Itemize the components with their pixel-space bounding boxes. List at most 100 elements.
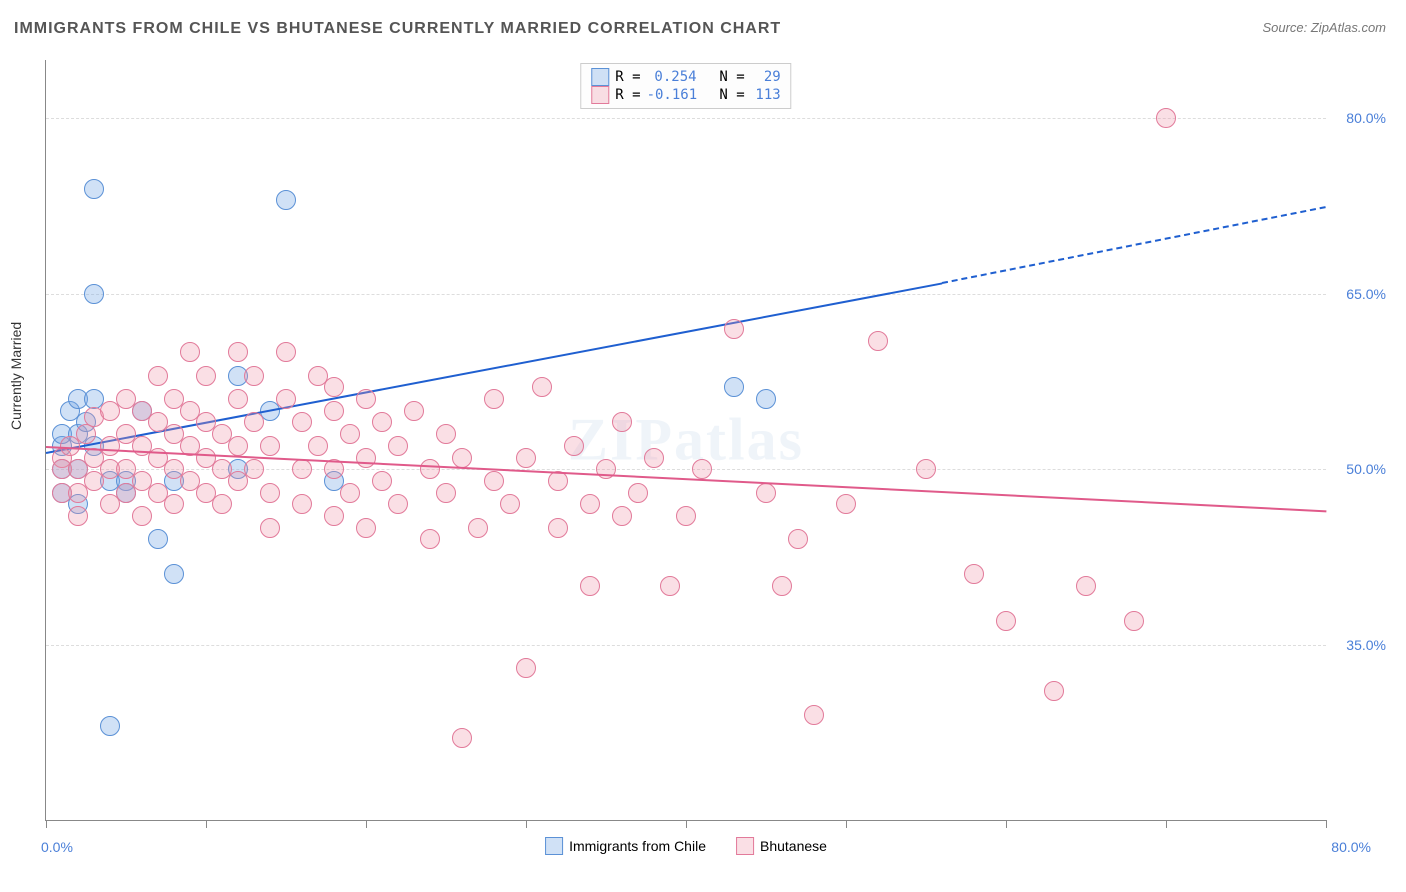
data-point <box>388 436 408 456</box>
data-point <box>564 436 584 456</box>
x-tick <box>206 820 207 828</box>
data-point <box>276 190 296 210</box>
data-point <box>340 483 360 503</box>
x-tick <box>366 820 367 828</box>
x-tick-end: 80.0% <box>1331 839 1371 855</box>
gridline <box>46 118 1326 119</box>
data-point <box>964 564 984 584</box>
data-point <box>244 459 264 479</box>
x-tick <box>46 820 47 828</box>
data-point <box>244 366 264 386</box>
data-point <box>100 716 120 736</box>
legend-item-chile: Immigrants from Chile <box>545 837 706 855</box>
y-tick-label: 50.0% <box>1346 461 1386 477</box>
legend-label-chile: Immigrants from Chile <box>569 838 706 854</box>
legend-r-label: R = <box>615 87 640 103</box>
source-label: Source: ZipAtlas.com <box>1262 20 1386 35</box>
data-point <box>516 448 536 468</box>
x-tick <box>846 820 847 828</box>
legend-item-bhutanese: Bhutanese <box>736 837 827 855</box>
data-point <box>260 518 280 538</box>
x-tick <box>1166 820 1167 828</box>
y-tick-label: 65.0% <box>1346 286 1386 302</box>
data-point <box>132 506 152 526</box>
data-point <box>468 518 488 538</box>
legend-n-value-chile: 29 <box>751 69 781 85</box>
data-point <box>324 377 344 397</box>
legend-n-label: N = <box>703 87 745 103</box>
legend-swatch-chile-icon <box>545 837 563 855</box>
data-point <box>372 471 392 491</box>
data-point <box>660 576 680 596</box>
data-point <box>804 705 824 725</box>
data-point <box>76 424 96 444</box>
legend-swatch-bhutanese <box>591 86 609 104</box>
x-tick <box>686 820 687 828</box>
data-point <box>1156 108 1176 128</box>
data-point <box>580 494 600 514</box>
legend-series: Immigrants from Chile Bhutanese <box>545 837 827 855</box>
data-point <box>324 401 344 421</box>
data-point <box>84 179 104 199</box>
data-point <box>628 483 648 503</box>
data-point <box>324 506 344 526</box>
data-point <box>84 284 104 304</box>
legend-stats: R = 0.254 N = 29 R = -0.161 N = 113 <box>580 63 791 109</box>
y-tick-label: 80.0% <box>1346 110 1386 126</box>
data-point <box>292 412 312 432</box>
data-point <box>1044 681 1064 701</box>
data-point <box>676 506 696 526</box>
legend-label-bhutanese: Bhutanese <box>760 838 827 854</box>
data-point <box>756 483 776 503</box>
data-point <box>868 331 888 351</box>
data-point <box>484 471 504 491</box>
data-point <box>260 436 280 456</box>
x-tick <box>1326 820 1327 828</box>
legend-swatch-bhutanese-icon <box>736 837 754 855</box>
legend-r-value-bhutanese: -0.161 <box>647 87 697 103</box>
data-point <box>612 412 632 432</box>
data-point <box>292 494 312 514</box>
data-point <box>68 506 88 526</box>
x-tick <box>526 820 527 828</box>
y-axis-label: Currently Married <box>8 322 24 430</box>
data-point <box>1076 576 1096 596</box>
data-point <box>228 389 248 409</box>
data-point <box>148 529 168 549</box>
data-point <box>996 611 1016 631</box>
data-point <box>212 494 232 514</box>
legend-swatch-chile <box>591 68 609 86</box>
data-point <box>356 448 376 468</box>
data-point <box>340 424 360 444</box>
data-point <box>356 389 376 409</box>
legend-n-value-bhutanese: 113 <box>751 87 781 103</box>
chart-container: IMMIGRANTS FROM CHILE VS BHUTANESE CURRE… <box>0 0 1406 892</box>
data-point <box>372 412 392 432</box>
data-point <box>164 564 184 584</box>
data-point <box>404 401 424 421</box>
data-point <box>772 576 792 596</box>
data-point <box>276 389 296 409</box>
data-point <box>292 459 312 479</box>
data-point <box>436 424 456 444</box>
data-point <box>788 529 808 549</box>
data-point <box>500 494 520 514</box>
data-point <box>420 529 440 549</box>
data-point <box>612 506 632 526</box>
x-tick-start: 0.0% <box>41 839 73 855</box>
gridline <box>46 294 1326 295</box>
data-point <box>436 483 456 503</box>
plot-area: ZIPatlas R = 0.254 N = 29 R = -0.161 N =… <box>45 60 1326 821</box>
trend-line-extrapolated <box>942 206 1326 284</box>
data-point <box>916 459 936 479</box>
data-point <box>644 448 664 468</box>
data-point <box>276 342 296 362</box>
y-tick-label: 35.0% <box>1346 637 1386 653</box>
data-point <box>228 436 248 456</box>
data-point <box>388 494 408 514</box>
data-point <box>244 412 264 432</box>
data-point <box>1124 611 1144 631</box>
data-point <box>196 366 216 386</box>
data-point <box>548 518 568 538</box>
data-point <box>260 483 280 503</box>
